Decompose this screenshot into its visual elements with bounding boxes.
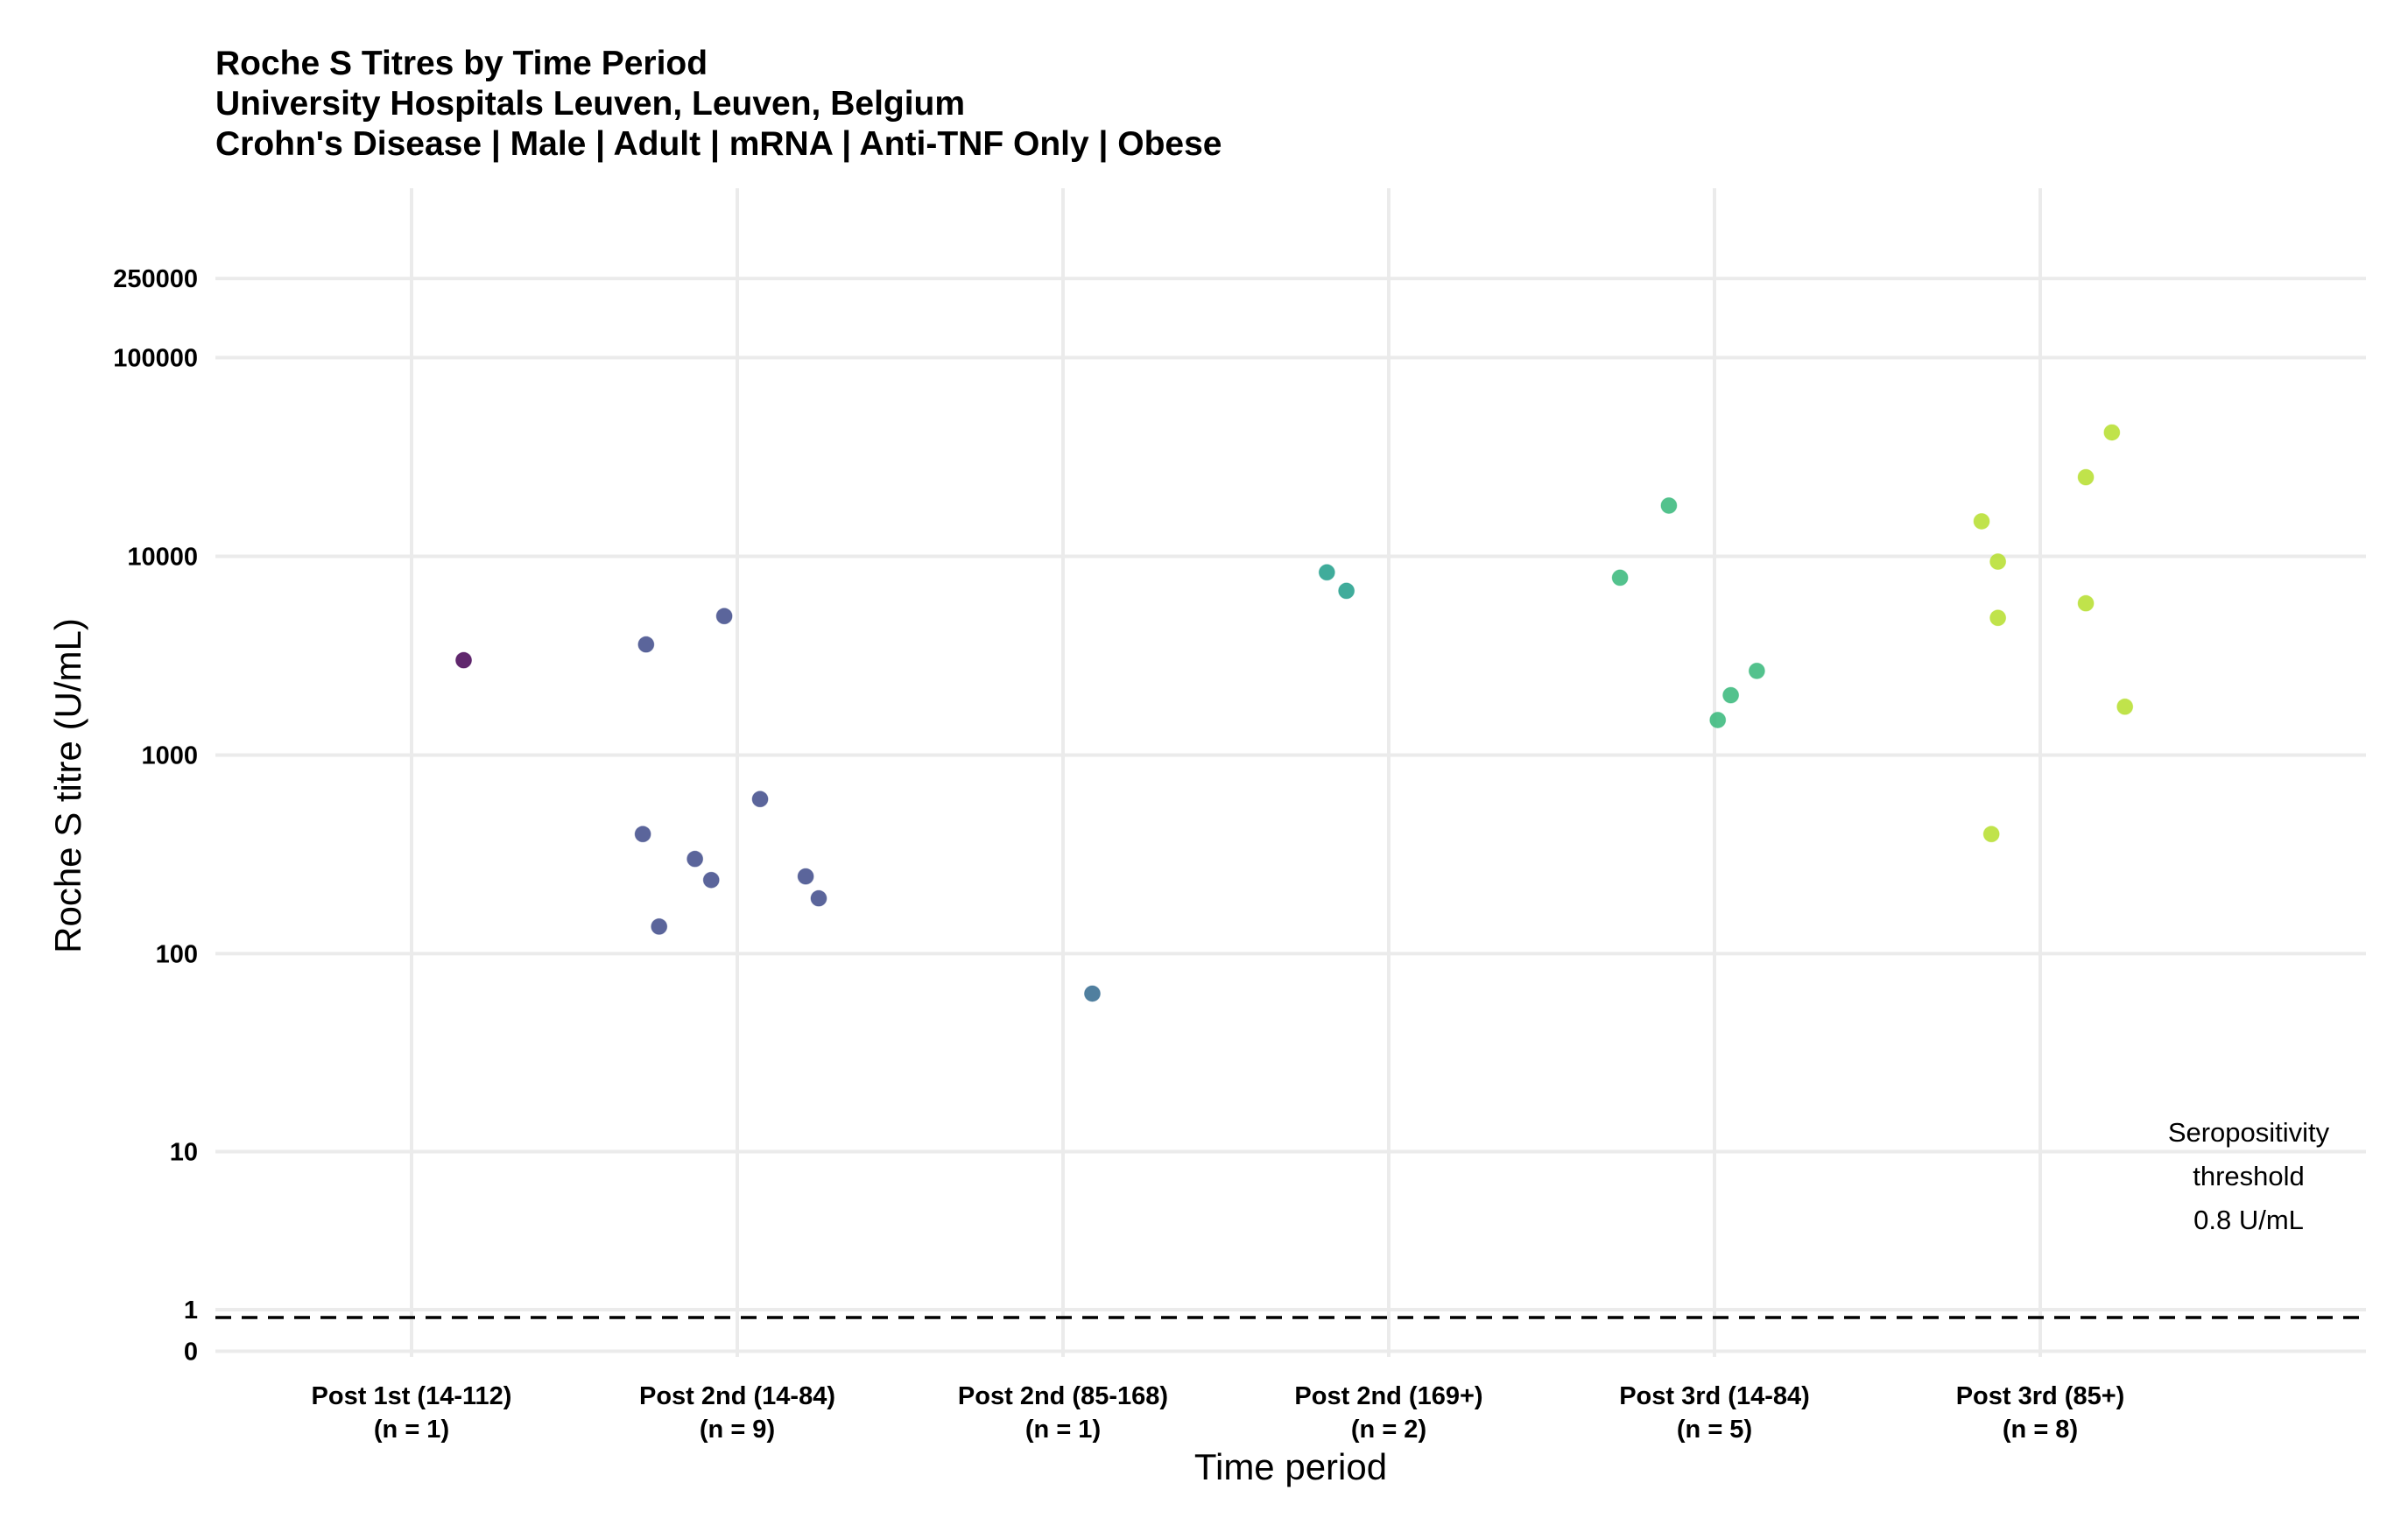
y-tick-label: 10000 [127, 543, 198, 571]
y-tick-label: 250000 [113, 265, 198, 293]
data-point [2077, 468, 2095, 486]
x-gridlines [410, 188, 2042, 1357]
data-point [455, 651, 473, 669]
data-point [1982, 826, 2000, 843]
chart-title: Roche S Titres by Time Period [215, 45, 708, 82]
x-tick-label: Post 2nd (85-168) [958, 1382, 1168, 1410]
data-point [1660, 496, 1678, 514]
data-point [2077, 594, 2095, 612]
data-point [1318, 564, 1335, 581]
data-point [715, 608, 733, 625]
x-tick-n-label: (n = 5) [1677, 1416, 1752, 1444]
threshold-label-line-1: Seropositivity [2168, 1117, 2330, 1148]
data-point [1083, 985, 1101, 1002]
data-point [1709, 711, 1727, 728]
threshold: Seropositivity threshold 0.8 U/mL [215, 1117, 2366, 1319]
x-tick-n-label: (n = 2) [1351, 1416, 1426, 1444]
x-axis-title: Time period [1194, 1446, 1387, 1487]
data-point [1611, 569, 1629, 587]
data-point [634, 826, 651, 843]
data-point [751, 791, 769, 808]
x-tick-n-label: (n = 1) [1025, 1416, 1101, 1444]
threshold-label-line-3: 0.8 U/mL [2193, 1205, 2304, 1235]
x-tick-label: Post 2nd (14-84) [639, 1382, 835, 1410]
chart-subtitle-line-1: University Hospitals Leuven, Leuven, Bel… [215, 85, 966, 123]
data-point [2116, 698, 2134, 715]
chart-subtitle-line-2: Crohn's Disease | Male | Adult | mRNA | … [215, 125, 1222, 163]
x-tick-n-label: (n = 9) [700, 1416, 775, 1444]
data-point [651, 917, 668, 935]
data-point [1989, 553, 2007, 571]
x-tick-n-label: (n = 8) [2003, 1416, 2078, 1444]
data-point [637, 636, 655, 653]
data-point [1748, 662, 1765, 679]
y-tick-label: 10 [170, 1138, 198, 1166]
y-tick-labels: 0 1 10 100 1000 10000 100000 250000 [113, 265, 198, 1366]
data-point [1722, 686, 1740, 704]
x-tick-label: Post 2nd (169+) [1294, 1382, 1482, 1410]
x-tick-n-label: (n = 1) [374, 1416, 449, 1444]
data-point [686, 850, 704, 868]
y-tick-label: 100 [156, 940, 198, 968]
data-point [2103, 424, 2121, 441]
data-point [702, 871, 720, 889]
data-point [1989, 609, 2007, 627]
threshold-label-line-2: threshold [2193, 1161, 2305, 1191]
y-tick-label: 1 [184, 1297, 198, 1325]
data-point [797, 868, 814, 885]
y-axis-title: Roche S titre (U/mL) [47, 618, 88, 953]
y-tick-label: 0 [184, 1338, 198, 1366]
x-tick-label: Post 3rd (14-84) [1619, 1382, 1810, 1410]
data-point [1973, 512, 1990, 530]
title-block: Roche S Titres by Time Period University… [215, 44, 1222, 165]
x-tick-label: Post 1st (14-112) [312, 1382, 512, 1410]
y-tick-label: 1000 [141, 741, 198, 770]
data-point [1338, 582, 1355, 600]
x-tick-label: Post 3rd (85+) [1956, 1382, 2125, 1410]
data-point [810, 889, 827, 907]
x-tick-labels: Post 1st (14-112) (n = 1) Post 2nd (14-84)… [312, 1382, 2125, 1444]
y-tick-label: 100000 [113, 344, 198, 372]
y-gridlines [215, 277, 2366, 1353]
data-points [455, 424, 2134, 1002]
